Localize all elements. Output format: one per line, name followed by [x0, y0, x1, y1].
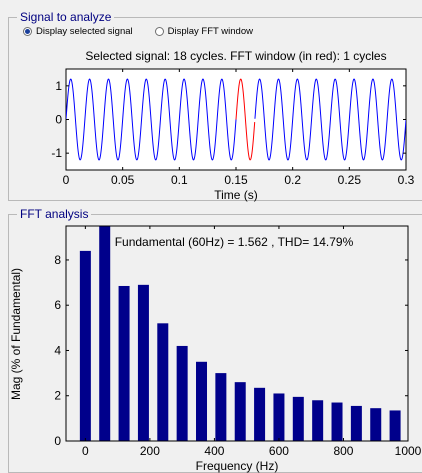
signal-xtick-label: 0.3: [398, 173, 415, 187]
signal-ytick-label: 1: [55, 79, 62, 93]
signal-xlabel: Time (s): [214, 188, 258, 202]
fft-ytick-label: 6: [54, 298, 61, 312]
fft-xtick-label: 400: [204, 444, 224, 458]
fft-bar: [331, 402, 343, 441]
fft-bar: [254, 387, 266, 441]
signal-xtick-label: 0.25: [338, 173, 362, 187]
fft-bar: [157, 323, 169, 441]
display-fft-window-label[interactable]: Display FFT window: [167, 26, 253, 37]
fft-bar: [137, 284, 149, 441]
fft-bar: [370, 408, 382, 441]
signal-ytick-label: -1: [51, 146, 62, 160]
signal-to-analyze-group: Signal to analyze Display selected signa…: [8, 10, 422, 201]
display-options: Display selected signal Display FFT wind…: [23, 26, 269, 37]
fft-ytick-label: 0: [54, 434, 61, 448]
signal-group-title: Signal to analyze: [17, 10, 115, 24]
signal-xtick-label: 0: [63, 173, 70, 187]
signal-series-line: [66, 78, 237, 161]
fft-bar: [389, 410, 401, 441]
radio-checked-icon[interactable]: [23, 27, 32, 36]
fft-plot: Fundamental (60Hz) = 1.562 , THD= 14.79%…: [9, 225, 422, 473]
fft-xtick-label: 1000: [395, 444, 422, 458]
radio-unchecked-icon[interactable]: [154, 27, 164, 36]
fft-bar: [234, 382, 246, 441]
fft-bar: [196, 361, 208, 441]
fft-xtick-label: 200: [140, 444, 160, 458]
fft-bar: [118, 285, 130, 441]
display-fft-window-radio[interactable]: Display FFT window: [154, 26, 253, 37]
fft-axes-box: [65, 225, 409, 442]
fft-bar: [215, 373, 227, 441]
fft-group-title: FFT analysis: [17, 207, 92, 221]
signal-xtick-label: 0.1: [171, 173, 188, 187]
fft-plot-title: Fundamental (60Hz) = 1.562 , THD= 14.79%: [115, 235, 354, 249]
fft-bar: [79, 250, 91, 441]
signal-xtick-label: 0.05: [111, 173, 135, 187]
signal-xtick-label: 0.2: [284, 173, 301, 187]
fft-bar: [312, 400, 324, 441]
fft-bar: [273, 393, 285, 441]
signal-plot: Selected signal: 18 cycles. FFT window (…: [51, 49, 415, 202]
fft-bar: [176, 345, 188, 441]
signal-xtick-label: 0.15: [224, 173, 248, 187]
fft-bar: [350, 405, 362, 441]
fft-xtick-label: 0: [82, 444, 89, 458]
fft-bar: [99, 226, 111, 441]
fft-ytick-label: 8: [54, 253, 61, 267]
signal-plot-title: Selected signal: 18 cycles. FFT window (…: [85, 49, 386, 63]
display-selected-signal-radio[interactable]: Display selected signal: [23, 26, 133, 37]
signal-series-line: [254, 78, 406, 161]
fft-xtick-label: 600: [269, 444, 289, 458]
fft-ylabel: Mag (% of Fundamental): [9, 268, 23, 400]
fft-window-line: [235, 78, 256, 161]
display-selected-signal-label[interactable]: Display selected signal: [36, 26, 133, 37]
fft-ytick-label: 4: [54, 343, 61, 357]
fft-xlabel: Frequency (Hz): [196, 459, 279, 473]
fft-ytick-label: 2: [54, 389, 61, 403]
fft-xtick-label: 800: [333, 444, 353, 458]
fft-bar: [292, 396, 304, 441]
signal-ytick-label: 0: [55, 113, 62, 127]
